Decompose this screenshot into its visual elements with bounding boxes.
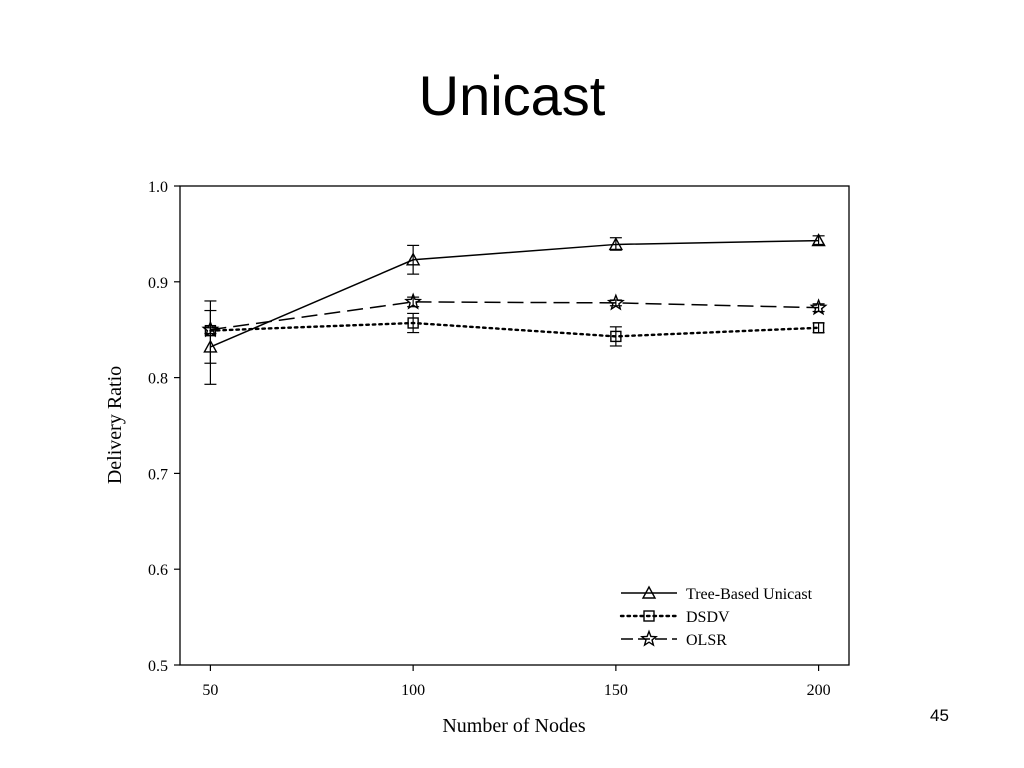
x-tick-label: 100 <box>401 682 425 699</box>
data-point <box>809 298 828 316</box>
legend-marker <box>641 585 657 599</box>
legend-marker <box>643 610 655 622</box>
y-tick-label: 0.6 <box>148 562 168 579</box>
data-point <box>608 236 624 251</box>
data-point <box>811 233 826 247</box>
y-tick-label: 0.9 <box>148 275 168 292</box>
y-tick-label: 1.0 <box>148 179 168 196</box>
legend-label: OLSR <box>686 632 727 649</box>
x-axis-label: Number of Nodes <box>442 715 586 737</box>
data-point <box>606 293 625 311</box>
series-line <box>209 321 820 338</box>
series-line <box>210 239 819 348</box>
legend-label: DSDV <box>686 609 730 626</box>
data-point <box>404 292 423 310</box>
x-tick-label: 50 <box>202 682 218 699</box>
series-layer <box>201 233 828 385</box>
data-point <box>610 330 622 343</box>
y-axis: 0.5 0.6 0.7 0.8 0.9 1.0 <box>148 179 180 675</box>
y-tick-label: 0.8 <box>148 371 168 388</box>
plot-frame <box>179 185 850 666</box>
x-axis: 50 100 150 200 <box>202 665 831 699</box>
y-axis-label: Delivery Ratio <box>104 366 126 484</box>
data-point <box>407 317 419 329</box>
legend-label: Tree-Based Unicast <box>686 586 813 603</box>
y-tick-label: 0.7 <box>148 466 168 483</box>
legend-marker <box>640 629 658 647</box>
x-tick-label: 200 <box>807 682 831 699</box>
series-dsdv <box>204 312 825 347</box>
slide-title: Unicast <box>418 64 606 127</box>
page-number: 45 <box>930 706 949 725</box>
y-tick-label: 0.5 <box>148 658 168 675</box>
series-tree-based-unicast <box>203 233 826 385</box>
data-point <box>405 252 421 266</box>
data-point <box>201 320 220 338</box>
x-tick-label: 150 <box>604 682 628 699</box>
data-point <box>812 322 825 334</box>
series-line <box>210 301 819 331</box>
legend: Tree-Based Unicast DSDV OLSR <box>619 585 813 649</box>
series-olsr <box>201 292 828 364</box>
